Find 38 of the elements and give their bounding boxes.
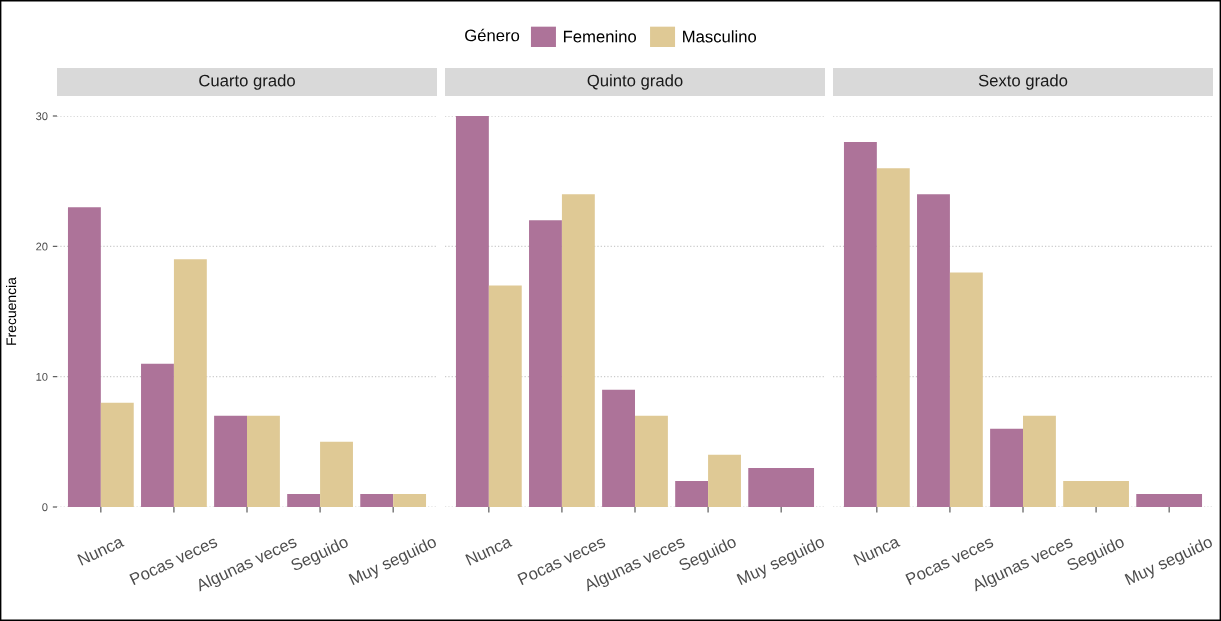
bar <box>393 493 427 507</box>
bar <box>247 415 280 507</box>
bar <box>214 415 247 507</box>
bar <box>917 194 950 507</box>
bar <box>990 428 1023 507</box>
y-tick-label: 10 <box>36 372 48 381</box>
bar <box>1023 415 1056 507</box>
y-tick-label: 20 <box>36 242 48 251</box>
bar <box>949 272 983 507</box>
y-tick-label: 0 <box>42 503 48 512</box>
bar <box>675 480 709 507</box>
y-tick-label: 30 <box>36 112 48 121</box>
bar <box>360 493 394 507</box>
bar <box>876 168 910 507</box>
x-tick-label: Nunca <box>77 535 125 566</box>
bar <box>455 116 489 507</box>
chart-title: Cuarto grado <box>199 74 295 90</box>
bar <box>602 389 635 507</box>
legend-label: Masculino <box>683 30 757 43</box>
bar <box>173 259 207 507</box>
bar <box>488 285 522 507</box>
x-tick-label: Nunca <box>853 535 901 566</box>
legend-title: Género <box>465 28 520 42</box>
bar <box>529 220 562 507</box>
bar <box>287 493 321 507</box>
bar <box>708 454 741 507</box>
chart-title: Quinto grado <box>587 74 683 90</box>
y-axis-title: Frecuencia <box>6 277 17 345</box>
bar <box>843 142 877 507</box>
bar <box>141 363 174 507</box>
bar <box>320 441 353 507</box>
bar <box>100 402 134 507</box>
x-tick-label: Nunca <box>465 535 513 566</box>
bar <box>67 207 101 507</box>
bar <box>635 415 668 507</box>
chart-title: Sexto grado <box>978 74 1068 90</box>
legend-label: Femenino <box>563 30 637 43</box>
bar <box>561 194 595 507</box>
